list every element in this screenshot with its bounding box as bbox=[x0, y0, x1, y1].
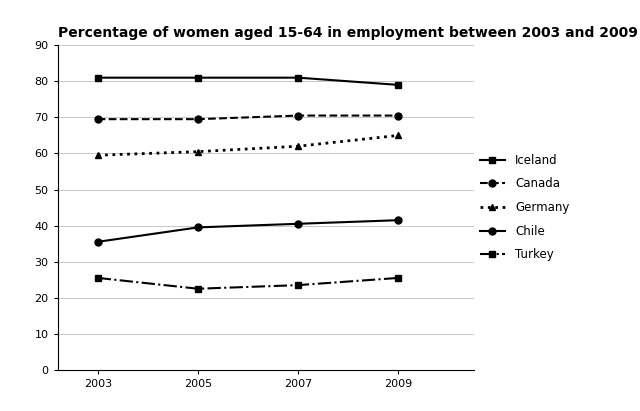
Line: Germany: Germany bbox=[94, 132, 402, 159]
Canada bbox=[94, 117, 102, 122]
Line: Iceland: Iceland bbox=[94, 74, 402, 88]
Chile bbox=[294, 221, 302, 226]
Turkey bbox=[395, 275, 403, 280]
Iceland bbox=[94, 75, 102, 80]
Line: Chile: Chile bbox=[94, 217, 402, 245]
Chile bbox=[94, 239, 102, 244]
Canada bbox=[294, 113, 302, 118]
Germany bbox=[294, 144, 302, 149]
Germany bbox=[194, 149, 202, 154]
Canada bbox=[194, 117, 202, 122]
Iceland bbox=[294, 75, 302, 80]
Canada bbox=[395, 113, 403, 118]
Line: Turkey: Turkey bbox=[94, 275, 402, 292]
Turkey bbox=[194, 286, 202, 291]
Chile bbox=[194, 225, 202, 230]
Turkey bbox=[294, 283, 302, 288]
Chile bbox=[395, 218, 403, 223]
Line: Canada: Canada bbox=[94, 112, 402, 122]
Text: Percentage of women aged 15-64 in employment between 2003 and 2009: Percentage of women aged 15-64 in employ… bbox=[58, 26, 637, 40]
Iceland bbox=[395, 83, 403, 88]
Turkey bbox=[94, 275, 102, 280]
Germany bbox=[395, 133, 403, 138]
Iceland bbox=[194, 75, 202, 80]
Legend: Iceland, Canada, Germany, Chile, Turkey: Iceland, Canada, Germany, Chile, Turkey bbox=[479, 154, 570, 261]
Germany bbox=[94, 153, 102, 158]
